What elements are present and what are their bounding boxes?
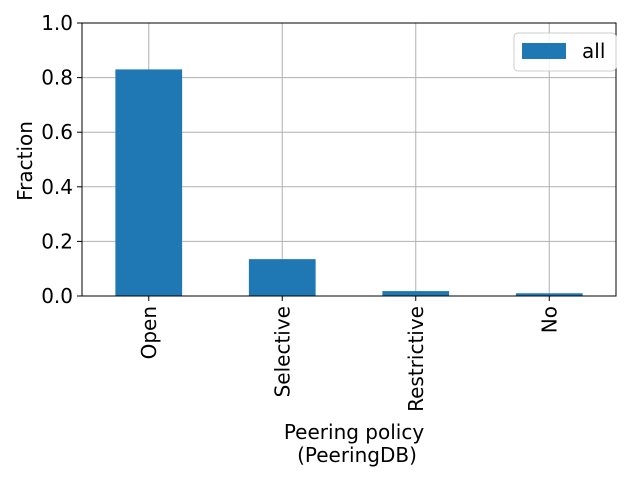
y-tick-label: 1.0 <box>41 11 73 35</box>
y-tick-label: 0.6 <box>41 120 73 144</box>
y-tick-label: 0.0 <box>41 284 73 308</box>
bars-layer <box>115 69 583 296</box>
x-tick-label: No <box>537 306 561 333</box>
bar-no <box>515 293 583 296</box>
x-axis-label-line2: (PeeringDB) <box>297 443 417 467</box>
y-axis-label: Fraction <box>13 121 37 201</box>
x-tick-label: Open <box>137 306 161 359</box>
bar-open <box>115 69 183 296</box>
x-tick-label: Selective <box>270 306 294 397</box>
y-tick-label: 0.8 <box>41 66 73 90</box>
y-tick-label: 0.4 <box>41 175 73 199</box>
legend-label: all <box>582 39 605 63</box>
bar-restrictive <box>382 291 450 296</box>
plot-area-frame <box>81 22 617 297</box>
legend: all <box>513 32 617 72</box>
x-axis-label-line1: Peering policy <box>284 420 425 444</box>
legend-swatch <box>522 43 566 59</box>
x-tick-label: Restrictive <box>404 306 428 412</box>
bar-selective <box>248 259 316 296</box>
y-axis-ticks: 0.0 0.2 0.4 0.6 0.8 1.0 <box>41 11 82 308</box>
x-axis-ticks: Open Selective Restrictive No <box>137 296 561 412</box>
y-tick-label: 0.2 <box>41 229 73 253</box>
